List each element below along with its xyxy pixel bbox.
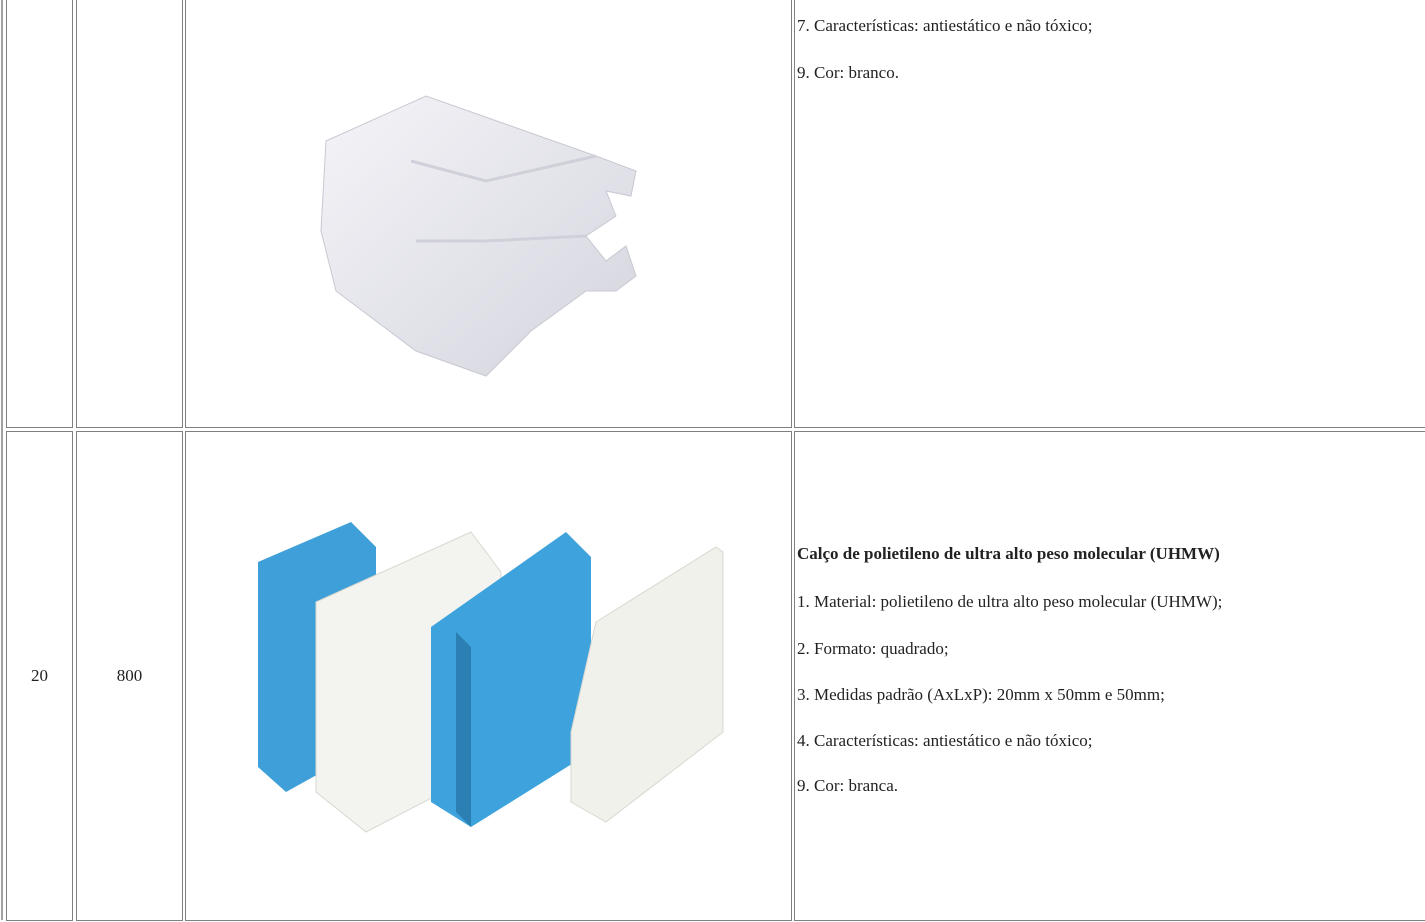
- spec-item: 9. Cor: branco.: [797, 63, 899, 82]
- spec-item: 9. Cor: branca.: [797, 776, 899, 795]
- spec-item: 2. Formato: quadrado;: [797, 639, 949, 658]
- image-cell: [185, 0, 792, 428]
- product-heading: Calço de polietileno de ultra alto peso …: [797, 544, 1220, 563]
- spec-item: 3. Medidas padrão (AxLxP): 20mm x 50mm e…: [797, 685, 1165, 704]
- cell: [6, 0, 73, 428]
- spec-item: 1. Material: polietileno de ultra alto p…: [797, 592, 1223, 611]
- foam-corner-image: [320, 95, 637, 377]
- spec-item: 4. Características: antiestático e não t…: [797, 731, 1093, 750]
- cell: 800: [76, 431, 183, 921]
- cell: [76, 0, 183, 428]
- description-cell: Calço de polietileno de ultra alto peso …: [794, 431, 1425, 921]
- description-cell: 7. Características: antiestático e não t…: [794, 0, 1425, 428]
- image-cell: [185, 431, 792, 921]
- blocks-image: [258, 522, 724, 833]
- spec-item: 7. Características: antiestático e não t…: [797, 16, 1093, 35]
- item-number: 20: [31, 666, 48, 685]
- cell: 20: [6, 431, 73, 921]
- quantity: 800: [116, 666, 143, 685]
